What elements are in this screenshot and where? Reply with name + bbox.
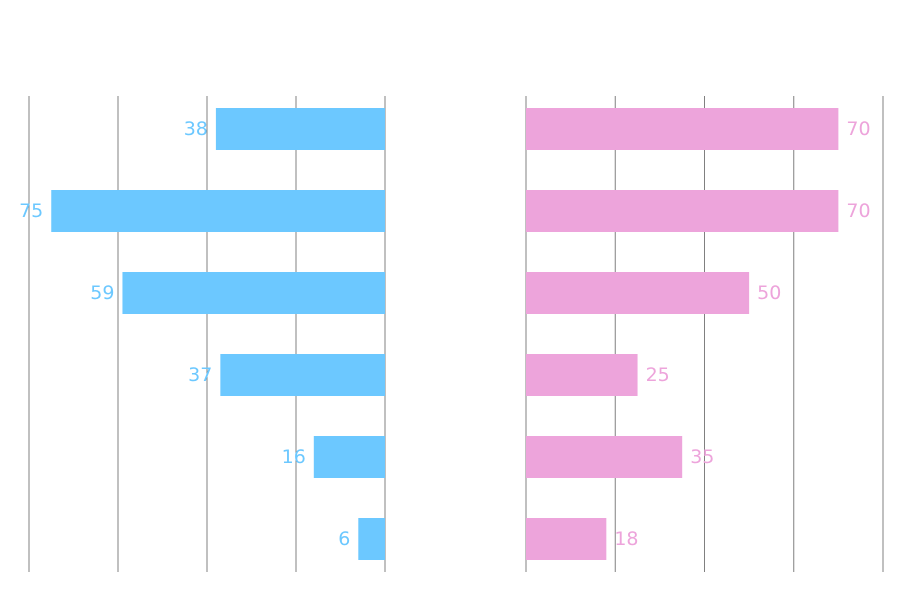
left-bar-label: 75 (19, 200, 43, 222)
gridlines (28, 96, 884, 572)
right-bar-label: 18 (614, 528, 638, 550)
bars (51, 108, 839, 560)
right-bar (526, 354, 638, 396)
right-bar-label: 70 (846, 118, 870, 140)
right-bar (526, 436, 683, 478)
left-bar (220, 354, 385, 396)
left-bar-label: 6 (338, 528, 350, 550)
left-bar-label: 59 (90, 282, 114, 304)
right-bar (526, 518, 607, 560)
right-bar (526, 272, 750, 314)
left-bar (358, 518, 385, 560)
right-bar (526, 190, 839, 232)
right-bar (526, 108, 839, 150)
right-bar-label: 35 (690, 446, 714, 468)
data-labels: 38 75 59 37 16 6 70 70 50 25 35 18 (19, 118, 871, 550)
left-bar-label: 16 (282, 446, 306, 468)
left-bar (215, 108, 385, 150)
left-bar-label: 37 (188, 364, 212, 386)
left-bar (51, 190, 385, 232)
left-bar-label: 38 (184, 118, 208, 140)
left-bar (313, 436, 385, 478)
right-bar-label: 25 (646, 364, 670, 386)
right-bar-label: 50 (757, 282, 781, 304)
right-bar-label: 70 (846, 200, 870, 222)
left-bar (122, 272, 385, 314)
